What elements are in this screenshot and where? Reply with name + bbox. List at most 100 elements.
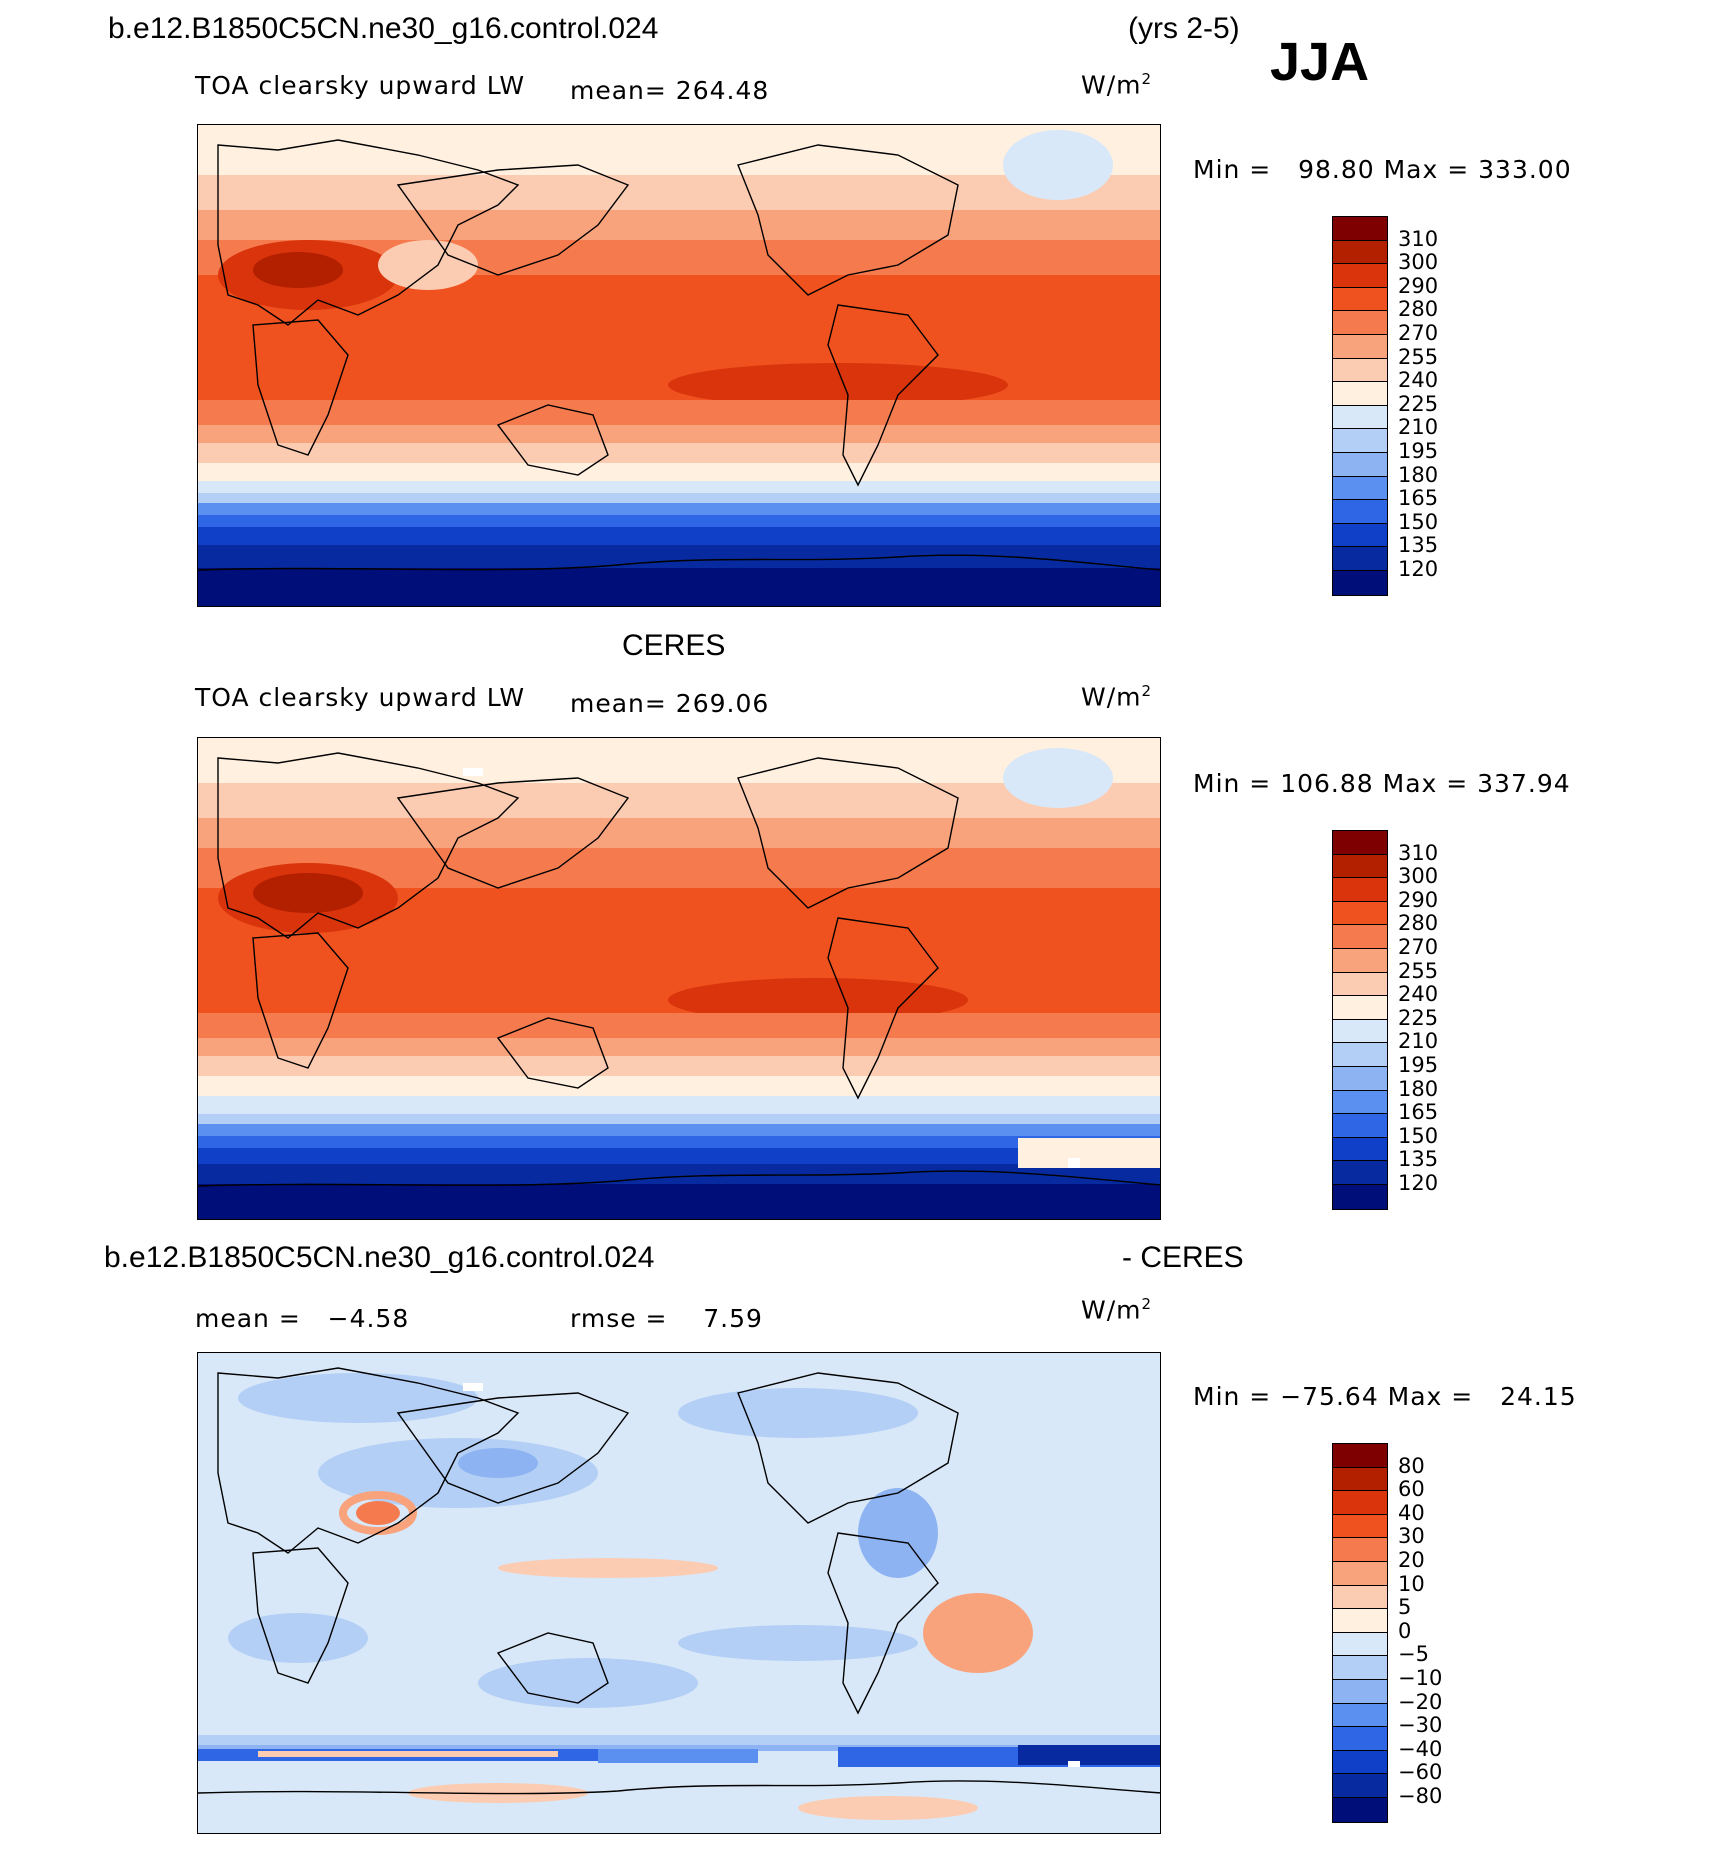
panel1-colorbar-tick-label: 310 [1398, 226, 1439, 251]
panel2-colorbar-swatch [1333, 948, 1387, 973]
panel2-colorbar-tick-label: 150 [1398, 1123, 1439, 1148]
panel1-minmax: Min = 98.80 Max = 333.00 [1193, 155, 1572, 184]
panel1-colorbar-tick-label: 300 [1398, 250, 1439, 275]
panel3-colorbar-swatch [1333, 1514, 1387, 1539]
panel3-colorbar-swatch [1333, 1727, 1387, 1751]
panel2-colorbar-swatch [1333, 1090, 1387, 1115]
panel1-colorbar-swatch [1333, 217, 1387, 241]
panel3-colorbar-tick-label: −40 [1398, 1736, 1443, 1761]
panel1-colorbar-swatch [1333, 311, 1387, 335]
panel3-colorbar-swatch [1333, 1703, 1387, 1728]
panel3-colorbar-tick-label: 80 [1398, 1453, 1425, 1478]
panel1-units: W/m2 [1081, 70, 1153, 100]
panel2-colorbar-swatch [1333, 878, 1387, 902]
panel3-colorbar-tick-label: 0 [1398, 1618, 1412, 1643]
panel3-title-left: b.e12.B1850C5CN.ne30_g16.control.024 [104, 1241, 655, 1274]
panel3-colorbar-tick-label: −80 [1398, 1784, 1443, 1808]
panel1-colorbar-swatch [1333, 452, 1387, 477]
panel1-colorbar-tick-label: 150 [1398, 509, 1439, 534]
panel2-colorbar-tick-label: 290 [1398, 887, 1439, 912]
panel1-colorbar-swatch [1333, 476, 1387, 501]
panel2-colorbar-tick-label: 210 [1398, 1029, 1439, 1054]
panel3-colorbar-tick-label: 40 [1398, 1500, 1425, 1525]
panel2-colorbar-swatch [1333, 1114, 1387, 1138]
panel3-colorbar [1332, 1443, 1388, 1823]
panel3-colorbar-swatch [1333, 1491, 1387, 1515]
panel3-colorbar-tick-label: 20 [1398, 1548, 1425, 1572]
panel1-colorbar-swatch [1333, 429, 1387, 453]
panel2-colorbar-swatch [1333, 996, 1387, 1020]
panel1-colorbar-tick-label: 270 [1398, 321, 1439, 345]
panel2-units: W/m2 [1081, 682, 1153, 712]
panel2-title: CERES [622, 629, 726, 662]
panel2-colorbar-tick-label: 165 [1398, 1100, 1439, 1125]
panel2-colorbar-swatch [1333, 1161, 1387, 1185]
panel2-colorbar-tick-label: 135 [1398, 1147, 1439, 1172]
panel1-colorbar-tick-label: 240 [1398, 368, 1439, 393]
panel1-colorbar-tick-label: 225 [1398, 391, 1439, 416]
difference-map [197, 1352, 1161, 1834]
panel2-colorbar-swatch [1333, 925, 1387, 949]
panel3-colorbar-swatch [1333, 1609, 1387, 1633]
panel3-colorbar-swatch [1333, 1444, 1387, 1468]
panel1-colorbar-swatch [1333, 334, 1387, 359]
panel2-colorbar-tick-label: 270 [1398, 935, 1439, 959]
panel1-mean: mean= 264.48 [570, 76, 770, 105]
panel3-colorbar-swatch [1333, 1774, 1387, 1798]
panel3-title-right: - CERES [1122, 1241, 1244, 1274]
panel3-rmse: rmse = 7.59 [570, 1304, 763, 1333]
panel2-colorbar-tick-label: 180 [1398, 1076, 1439, 1101]
panel1-colorbar-tick-label: 135 [1398, 533, 1439, 558]
panel3-colorbar-tick-label: 60 [1398, 1477, 1425, 1502]
ceres-map-field [198, 738, 1160, 1219]
panel1-colorbar-swatch [1333, 405, 1387, 430]
panel1-colorbar-swatch [1333, 358, 1387, 383]
panel3-colorbar-tick-label: 5 [1398, 1595, 1412, 1620]
panel2-colorbar-swatch [1333, 972, 1387, 997]
panel2-subtitle: TOA clearsky upward LW [195, 683, 526, 712]
difference-map-field [198, 1353, 1160, 1833]
panel3-colorbar-swatch [1333, 1632, 1387, 1657]
panel2-colorbar-tick-label: 195 [1398, 1053, 1439, 1077]
season-label: JJA [1270, 32, 1370, 92]
panel3-colorbar-tick-label: −10 [1398, 1666, 1443, 1690]
panel1-colorbar-tick-label: 180 [1398, 462, 1439, 487]
panel2-colorbar-swatch [1333, 854, 1387, 879]
panel3-colorbar-swatch [1333, 1750, 1387, 1775]
panel3-colorbar-tick-label: −20 [1398, 1689, 1443, 1714]
panel2-colorbar-tick-label: 225 [1398, 1005, 1439, 1030]
panel1-colorbar-tick-label: 210 [1398, 415, 1439, 440]
panel1-colorbar-tick-label: 195 [1398, 439, 1439, 463]
panel2-colorbar-swatch [1333, 901, 1387, 926]
panel3-colorbar-swatch [1333, 1585, 1387, 1610]
panel1-colorbar [1332, 216, 1388, 596]
panel2-mean: mean= 269.06 [570, 689, 770, 718]
panel2-colorbar-tick-label: 240 [1398, 982, 1439, 1007]
ceres-map [197, 737, 1161, 1220]
model-map [197, 124, 1161, 607]
panel2-colorbar-swatch [1333, 1184, 1387, 1209]
panel1-colorbar-swatch [1333, 240, 1387, 265]
panel1-colorbar-tick-label: 290 [1398, 273, 1439, 298]
panel2-colorbar-swatch [1333, 1137, 1387, 1162]
panel2-colorbar-tick-label: 300 [1398, 864, 1439, 889]
panel2-colorbar-tick-label: 280 [1398, 911, 1439, 936]
panel3-colorbar-swatch [1333, 1561, 1387, 1586]
panel3-colorbar-tick-label: −5 [1398, 1642, 1429, 1667]
case-name-title: b.e12.B1850C5CN.ne30_g16.control.024 [108, 12, 659, 45]
panel3-colorbar-tick-label: 10 [1398, 1571, 1425, 1596]
panel3-colorbar-swatch [1333, 1679, 1387, 1704]
panel1-colorbar-swatch [1333, 264, 1387, 288]
panel2-colorbar-swatch [1333, 831, 1387, 855]
panel2-colorbar-swatch [1333, 1019, 1387, 1044]
years-label: (yrs 2-5) [1128, 12, 1240, 45]
panel1-colorbar-tick-label: 255 [1398, 344, 1439, 369]
panel2-colorbar-tick-label: 120 [1398, 1171, 1439, 1195]
panel3-colorbar-tick-label: −30 [1398, 1713, 1443, 1738]
panel1-colorbar-swatch [1333, 500, 1387, 524]
panel3-colorbar-tick-label: −60 [1398, 1760, 1443, 1785]
panel3-colorbar-tick-label: 30 [1398, 1524, 1425, 1549]
panel1-colorbar-swatch [1333, 523, 1387, 548]
panel1-colorbar-swatch [1333, 547, 1387, 571]
panel2-minmax: Min = 106.88 Max = 337.94 [1193, 769, 1571, 798]
